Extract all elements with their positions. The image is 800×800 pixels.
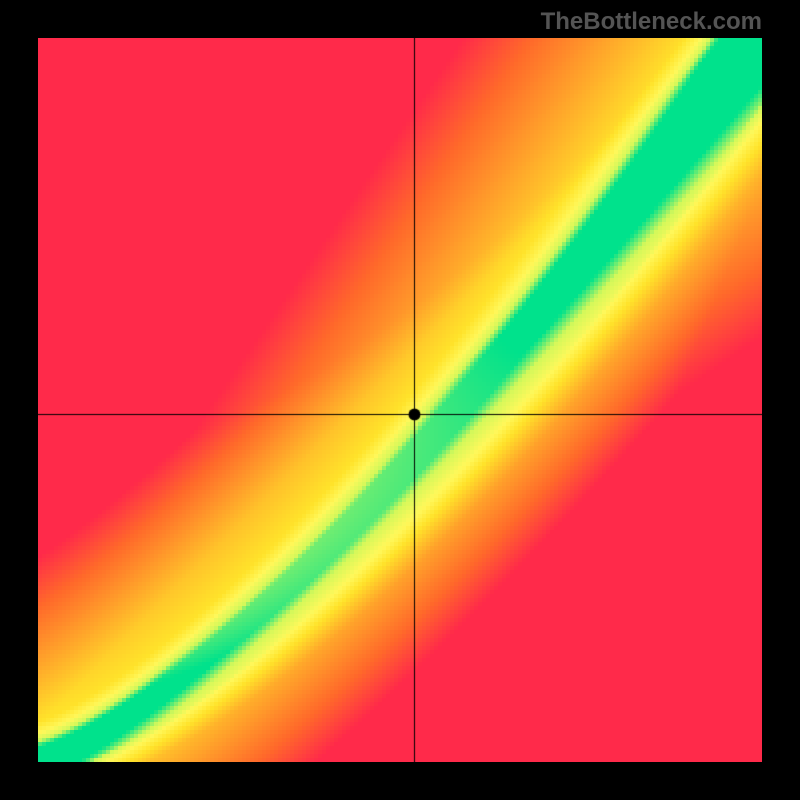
watermark-text: TheBottleneck.com bbox=[541, 8, 762, 36]
crosshair-overlay bbox=[38, 38, 762, 762]
